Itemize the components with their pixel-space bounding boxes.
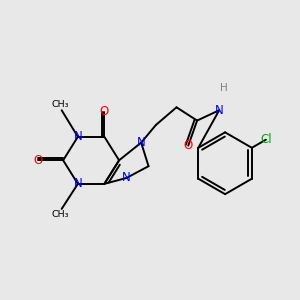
Text: Cl: Cl [260, 133, 272, 146]
Text: O: O [34, 154, 43, 167]
Text: H: H [220, 83, 227, 93]
Text: O: O [100, 105, 109, 118]
Text: N: N [215, 104, 224, 117]
Text: O: O [184, 139, 193, 152]
Text: N: N [122, 172, 131, 184]
Text: CH₃: CH₃ [51, 210, 69, 219]
Text: CH₃: CH₃ [51, 100, 69, 109]
Text: N: N [74, 130, 82, 143]
Text: N: N [74, 177, 82, 190]
Text: N: N [137, 136, 146, 149]
